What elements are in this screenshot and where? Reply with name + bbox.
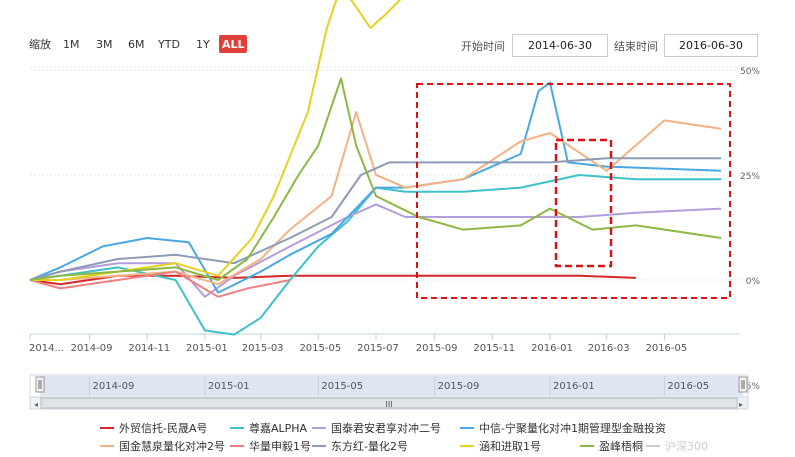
series-line-8 (29, 77, 722, 281)
legend-swatch (312, 445, 326, 447)
legend-item[interactable]: 国泰君安君享对冲二号 (312, 420, 441, 436)
x-tick-label: 2016-01 (531, 343, 573, 354)
y-tick-label: 0% (746, 277, 761, 287)
legend-item[interactable]: 中信-宁聚量化对冲1期管理型金融投资 (460, 420, 666, 436)
grid (30, 66, 758, 386)
legend-item[interactable]: 沪深300 (646, 438, 708, 454)
legend-swatch (230, 445, 244, 447)
end-date-label: 结束时间 (614, 40, 658, 53)
scroll-right-arrow[interactable]: ▸ (739, 400, 743, 409)
x-tick-label: 2015-11 (473, 343, 515, 354)
x-tick-label: 2016-05 (645, 343, 687, 354)
legend-swatch (460, 445, 474, 447)
legend-label: 沪深300 (665, 440, 708, 453)
series-line-3 (29, 81, 722, 294)
zoom-label: 缩放 (29, 37, 51, 51)
x-tick-label: 2016-03 (588, 343, 630, 354)
highlight-box-small (554, 138, 613, 268)
highlight-box-large (416, 83, 731, 299)
y-tick-label: -25% (737, 382, 761, 392)
x-tick-label: 2015-05 (299, 343, 341, 354)
navigator-label: 2016-05 (667, 381, 709, 392)
scrollbar-thumb[interactable] (40, 397, 738, 409)
legend-swatch (460, 427, 474, 429)
legend-label: 东方红-量化2号 (331, 440, 408, 453)
legend-swatch (100, 445, 114, 447)
navigator-label: 2016-01 (553, 381, 595, 392)
y-tick-label: 25% (740, 172, 760, 182)
legend-swatch (646, 445, 660, 447)
zoom-button-6m[interactable]: 6M (128, 38, 145, 51)
start-date-input[interactable]: 2014-06-30 (512, 34, 608, 57)
x-tick-label: 2015-09 (416, 343, 458, 354)
navigator-left-handle[interactable] (35, 376, 45, 393)
end-date-input[interactable]: 2016-06-30 (664, 34, 758, 57)
scrollbar-grip: III (385, 400, 392, 409)
zoom-button-3m[interactable]: 3M (96, 38, 113, 51)
legend-swatch (230, 427, 244, 429)
navigator[interactable]: 2014-09 2015-01 2015-05 2015-09 2016-01 2016-… (29, 374, 749, 410)
legend-label: 中信-宁聚量化对冲1期管理型金融投资 (479, 422, 666, 435)
y-tick-label: 50% (740, 67, 760, 77)
legend-item[interactable]: 外贸信托-民晟A号 (100, 420, 208, 436)
legend-item[interactable]: 华量申毅1号 (230, 438, 311, 454)
navigator-label: 2015-01 (208, 381, 250, 392)
zoom-toolbar: 缩放 1M 3M 6M YTD 1Y ALL (29, 35, 247, 53)
legend-item[interactable]: 尊嘉ALPHA (230, 420, 307, 436)
axes: 75%50%25%0%-25%2014...2014-092014-112015… (29, 67, 761, 392)
x-tick-label: 2015-01 (186, 343, 228, 354)
zoom-button-all[interactable]: ALL (219, 35, 247, 53)
zoom-button-label: YTD (157, 38, 180, 51)
legend-label: 国金慧泉量化对冲2号 (119, 440, 225, 453)
x-tick-label: 2015-03 (242, 343, 284, 354)
zoom-button-label: 6M (128, 38, 145, 51)
navigator-label: 2015-09 (438, 381, 480, 392)
legend-label: 盈峰梧桐 (599, 440, 643, 453)
series-line-4 (30, 111, 722, 286)
legend-item[interactable]: 涵和进取1号 (460, 438, 541, 454)
navigator-selection[interactable] (40, 376, 743, 396)
zoom-button-1y[interactable]: 1Y (196, 38, 210, 51)
zoom-button-ytd[interactable]: YTD (157, 38, 180, 51)
highlight-boxes (416, 83, 731, 299)
navigator-label: 2015-05 (321, 381, 363, 392)
series-lines (29, 0, 722, 336)
legend-item[interactable]: 国金慧泉量化对冲2号 (100, 438, 225, 454)
legend-item[interactable]: 东方红-量化2号 (312, 438, 408, 454)
x-tick-label: 2014... (29, 343, 64, 354)
start-date-label: 开始时间 (461, 40, 505, 53)
zoom-button-label: ALL (222, 38, 245, 51)
series-line-5 (29, 270, 291, 298)
zoom-button-label: 1M (63, 38, 80, 51)
legend-label: 涵和进取1号 (479, 440, 541, 453)
navigator-label: 2014-09 (93, 381, 135, 392)
series-line-6 (29, 157, 722, 281)
navigator-right-handle[interactable] (738, 376, 748, 393)
zoom-button-1m[interactable]: 1M (63, 38, 80, 51)
legend-item[interactable]: 盈峰梧桐 (580, 438, 643, 454)
legend-label: 华量申毅1号 (249, 440, 311, 453)
legend-label: 外贸信托-民晟A号 (119, 422, 208, 435)
legend-swatch (580, 445, 594, 447)
series-line-1 (29, 174, 722, 336)
x-tick-label: 2014-11 (128, 343, 170, 354)
legend-label: 国泰君安君享对冲二号 (331, 422, 441, 435)
x-tick-label: 2015-07 (357, 343, 399, 354)
zoom-button-label: 1Y (196, 38, 210, 51)
series-line-2 (29, 203, 722, 298)
scroll-left-arrow[interactable]: ◂ (34, 400, 38, 409)
legend-swatch (100, 427, 114, 429)
zoom-active-bg (219, 35, 247, 53)
legend-swatch (312, 427, 326, 429)
series-line-7 (30, 0, 402, 281)
x-tick-label: 2014-09 (71, 343, 113, 354)
zoom-button-label: 3M (96, 38, 113, 51)
legend-label: 尊嘉ALPHA (249, 422, 308, 435)
